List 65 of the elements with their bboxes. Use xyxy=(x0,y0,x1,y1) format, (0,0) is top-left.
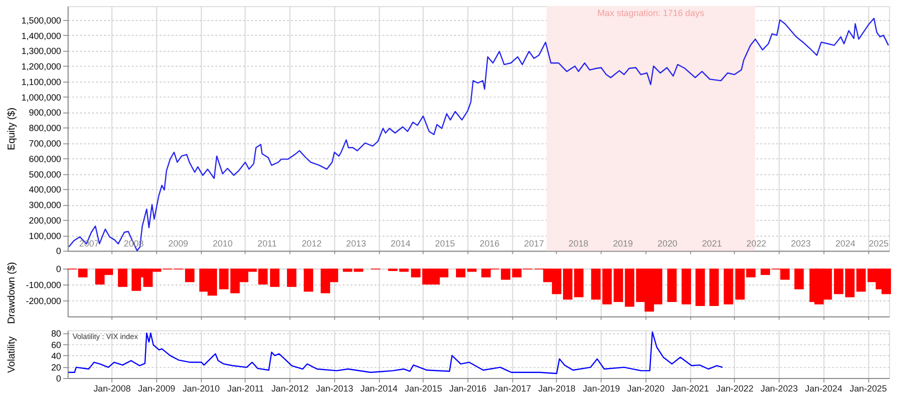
y-tick-label: 20 xyxy=(51,362,62,372)
y-tick-label: 1,200,000 xyxy=(21,62,62,72)
x-tick-label: 2016 xyxy=(480,238,500,249)
y-tick-label: -200,000 xyxy=(26,296,62,306)
x-tick-label: 2022 xyxy=(746,238,766,249)
x-tick-label: 2015 xyxy=(435,238,455,249)
y-tick-label: 1,100,000 xyxy=(21,76,62,87)
x-tick-label: Jan-2024 xyxy=(805,383,842,394)
y-axis-title: Drawdown ($) xyxy=(6,262,18,324)
y-tick-label: 0 xyxy=(56,246,62,256)
x-tick-label: 2024 xyxy=(835,238,856,249)
x-tick-label: 2010 xyxy=(212,238,233,249)
x-tick-label: 2018 xyxy=(568,238,588,249)
y-tick-label: 700,000 xyxy=(28,138,62,148)
x-tick-label: Jan-2020 xyxy=(627,383,664,394)
x-tick-label: Jan-2021 xyxy=(672,383,710,394)
y-tick-label: 600,000 xyxy=(28,154,62,164)
y-axis-title: Equity ($) xyxy=(6,108,18,150)
y-tick-label: 100,000 xyxy=(28,230,62,241)
y-tick-label: 40 xyxy=(51,351,62,362)
x-tick-label: 2021 xyxy=(702,238,722,249)
x-tick-label: 2020 xyxy=(658,238,678,249)
x-tick-label: 2013 xyxy=(346,238,366,249)
x-tick-label: Jan-2015 xyxy=(404,383,442,394)
y-tick-label: 1,000,000 xyxy=(21,92,62,102)
x-tick-label: 2017 xyxy=(524,238,544,249)
line-series xyxy=(68,331,724,374)
y-tick-label: 1,500,000 xyxy=(21,15,62,26)
x-tick-label: Jan-2009 xyxy=(138,383,176,394)
x-tick-label: Jan-2025 xyxy=(850,383,887,394)
x-tick-label: 2019 xyxy=(612,238,633,249)
y-tick-label: 900,000 xyxy=(28,108,62,118)
y-tick-label: 80 xyxy=(51,328,62,339)
x-tick-label: Jan-2017 xyxy=(494,383,532,394)
x-tick-label: 2025 xyxy=(868,238,889,249)
x-tick-label: Jan-2011 xyxy=(227,383,264,394)
x-tick-label: Jan-2016 xyxy=(449,383,487,394)
x-tick-label: Jan-2014 xyxy=(360,383,398,394)
x-tick-label: Jan-2010 xyxy=(182,383,220,394)
y-tick-label: 400,000 xyxy=(28,184,62,195)
band-label: Max stagnation: 1716 days xyxy=(597,8,705,18)
x-tick-label: 2023 xyxy=(790,238,811,249)
y-axis-title: Volatility xyxy=(6,336,18,373)
y-tick-label: 1,300,000 xyxy=(21,46,62,56)
x-tick-label: 2014 xyxy=(390,238,410,249)
x-tick-label: Jan-2019 xyxy=(582,383,620,394)
y-tick-label: 60 xyxy=(51,340,62,350)
x-tick-label: Jan-2012 xyxy=(271,383,309,394)
y-tick-label: 0 xyxy=(56,264,62,274)
x-tick-label: Jan-2013 xyxy=(316,383,354,394)
y-tick-label: 300,000 xyxy=(28,200,62,210)
y-tick-label: 1,400,000 xyxy=(21,30,62,41)
x-tick-label: 2009 xyxy=(168,238,188,249)
y-tick-label: 800,000 xyxy=(28,123,62,134)
x-tick-label: 2007 xyxy=(79,238,100,249)
x-tick-label: 2012 xyxy=(302,238,322,249)
x-tick-label: Jan-2023 xyxy=(760,383,798,394)
x-tick-label: Jan-2018 xyxy=(538,383,576,394)
y-tick-label: -100,000 xyxy=(26,280,62,290)
y-tick-label: 200,000 xyxy=(28,215,62,226)
x-tick-label: Jan-2008 xyxy=(93,383,131,394)
x-tick-label: Jan-2022 xyxy=(716,383,754,394)
y-tick-label: 0 xyxy=(56,373,62,384)
x-tick-label: 2011 xyxy=(257,238,277,249)
y-tick-label: 500,000 xyxy=(28,169,62,180)
